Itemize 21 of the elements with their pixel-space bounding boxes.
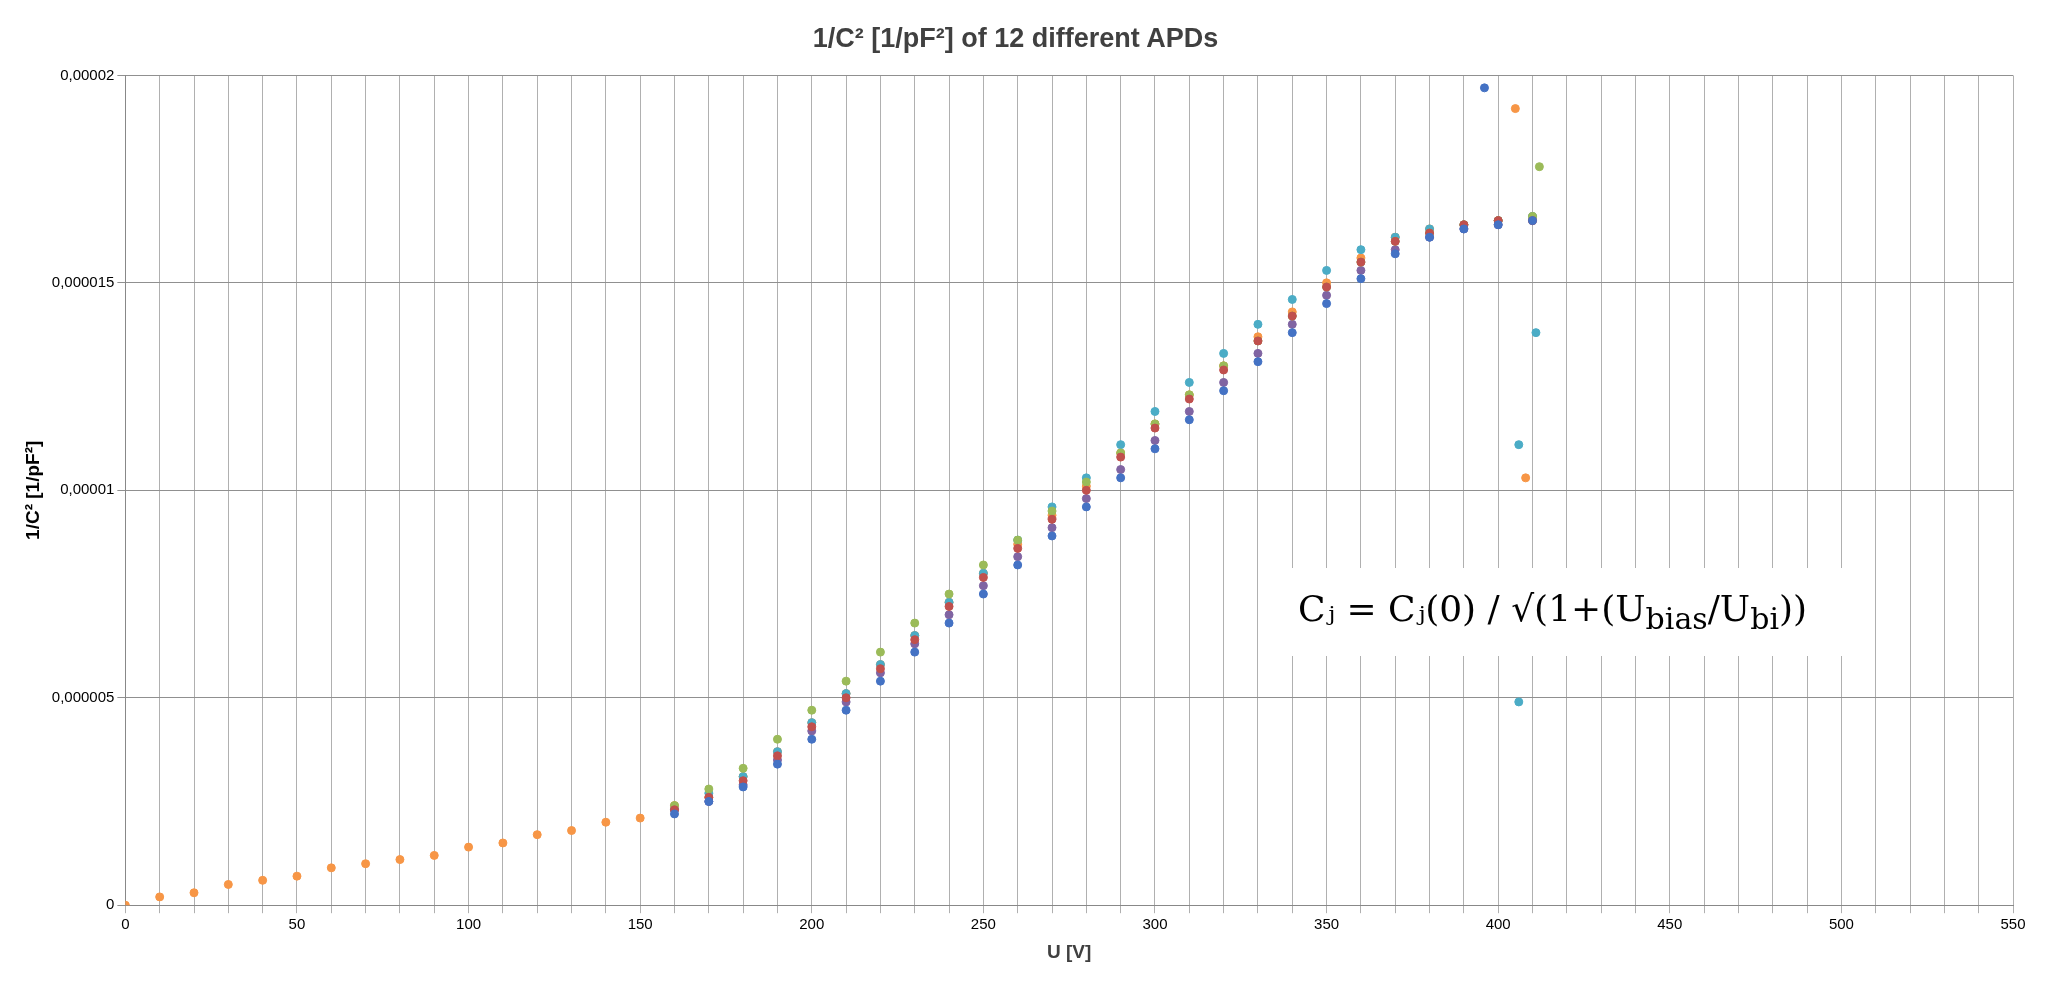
y-axis-title: 1/C² [1/pF²] [21, 440, 43, 540]
y-tick-label: 0 [106, 895, 115, 913]
chart-title: 1/C² [1/pF²] of 12 different APDs [812, 22, 1219, 53]
x-tick-label: 350 [1314, 915, 1340, 933]
x-tick-label: 150 [627, 915, 653, 933]
x-tick-label: 450 [1657, 915, 1683, 933]
y-tick-label: 0,00002 [60, 65, 115, 83]
x-tick-label: 100 [456, 915, 482, 933]
x-tick-label: 250 [970, 915, 996, 933]
x-tick-label: 400 [1485, 915, 1511, 933]
x-axis-title: U [V] [1047, 940, 1092, 962]
x-tick-label: 200 [799, 915, 825, 933]
x-tick-label: 500 [1828, 915, 1854, 933]
x-tick-label: 300 [1142, 915, 1168, 933]
x-tick-label: 0 [121, 915, 130, 933]
x-tick-label: 50 [288, 915, 306, 933]
annotation: Cⱼ = Cⱼ(0) / √(1+(U$_{bias}$/U$_{bi}$)) [1258, 568, 1848, 657]
y-tick-label: 0,000015 [51, 272, 115, 290]
y-tick-label: 0,000005 [51, 687, 115, 705]
y-tick-label: 0,00001 [60, 480, 115, 498]
x-tick-label: 550 [2000, 915, 2026, 933]
